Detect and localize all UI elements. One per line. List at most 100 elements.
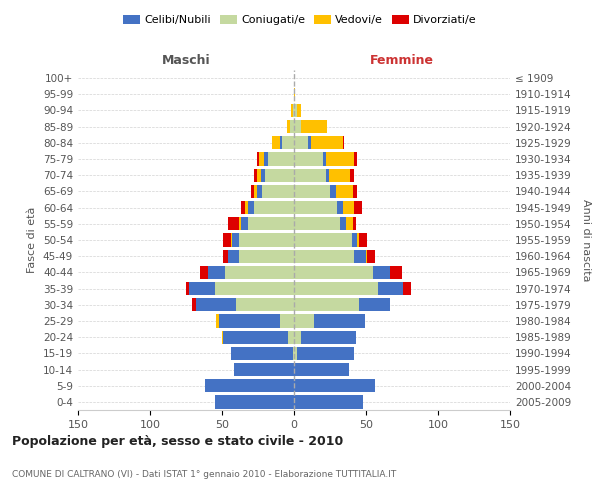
Bar [239,234,294,246]
Bar [222,330,223,344]
Bar [294,88,295,101]
Bar [359,298,391,312]
Bar [293,104,294,117]
Bar [262,185,294,198]
Bar [294,168,326,182]
Bar [280,136,283,149]
Bar [366,250,367,263]
Bar [323,152,326,166]
Bar [355,152,358,166]
Bar [196,298,236,312]
Text: Femmine: Femmine [370,54,434,67]
Bar [294,363,349,376]
Text: Maschi: Maschi [161,54,211,67]
Bar [367,250,374,263]
Bar [219,314,280,328]
Bar [294,152,323,166]
Bar [346,217,353,230]
Bar [294,282,377,295]
Bar [245,201,248,214]
Bar [248,201,254,214]
Bar [294,234,352,246]
Bar [291,104,293,117]
Bar [294,396,363,408]
Bar [297,346,355,360]
Bar [239,217,241,230]
Bar [228,250,239,263]
Bar [353,217,356,230]
Bar [225,266,294,279]
Bar [216,314,219,328]
Bar [373,266,391,279]
Bar [301,120,327,134]
Bar [359,234,367,246]
Bar [358,234,359,246]
Legend: Celibi/Nubili, Coniugati/e, Vedovi/e, Divorziati/e: Celibi/Nubili, Coniugati/e, Vedovi/e, Di… [119,10,481,30]
Bar [294,120,301,134]
Bar [223,330,288,344]
Bar [326,168,329,182]
Bar [352,234,358,246]
Bar [288,330,294,344]
Bar [326,152,355,166]
Bar [192,298,196,312]
Bar [294,250,355,263]
Bar [230,234,232,246]
Bar [294,217,340,230]
Bar [294,104,297,117]
Bar [294,314,314,328]
Bar [297,104,301,117]
Bar [200,266,208,279]
Bar [236,298,294,312]
Bar [223,250,228,263]
Bar [239,250,294,263]
Bar [265,168,294,182]
Bar [391,266,402,279]
Bar [294,136,308,149]
Bar [308,136,311,149]
Bar [257,152,259,166]
Bar [251,185,254,198]
Bar [350,168,355,182]
Bar [355,201,362,214]
Bar [287,120,290,134]
Bar [241,217,248,230]
Text: Popolazione per età, sesso e stato civile - 2010: Popolazione per età, sesso e stato civil… [12,435,343,448]
Bar [294,379,374,392]
Bar [280,314,294,328]
Bar [223,234,230,246]
Bar [314,314,365,328]
Bar [294,185,330,198]
Bar [254,201,294,214]
Bar [403,282,410,295]
Bar [215,282,294,295]
Bar [259,152,264,166]
Bar [336,185,353,198]
Bar [257,168,261,182]
Bar [330,185,336,198]
Bar [186,282,189,295]
Bar [353,185,358,198]
Bar [293,346,294,360]
Bar [283,136,294,149]
Bar [261,168,265,182]
Bar [230,346,293,360]
Bar [294,201,337,214]
Bar [294,266,373,279]
Bar [228,217,239,230]
Bar [248,217,294,230]
Bar [355,250,366,263]
Y-axis label: Fasce di età: Fasce di età [28,207,37,273]
Bar [294,346,297,360]
Bar [329,168,350,182]
Bar [377,282,403,295]
Bar [290,120,294,134]
Bar [232,234,239,246]
Bar [294,298,359,312]
Bar [337,201,343,214]
Bar [301,330,356,344]
Bar [233,363,294,376]
Bar [257,185,262,198]
Bar [215,396,294,408]
Bar [340,217,346,230]
